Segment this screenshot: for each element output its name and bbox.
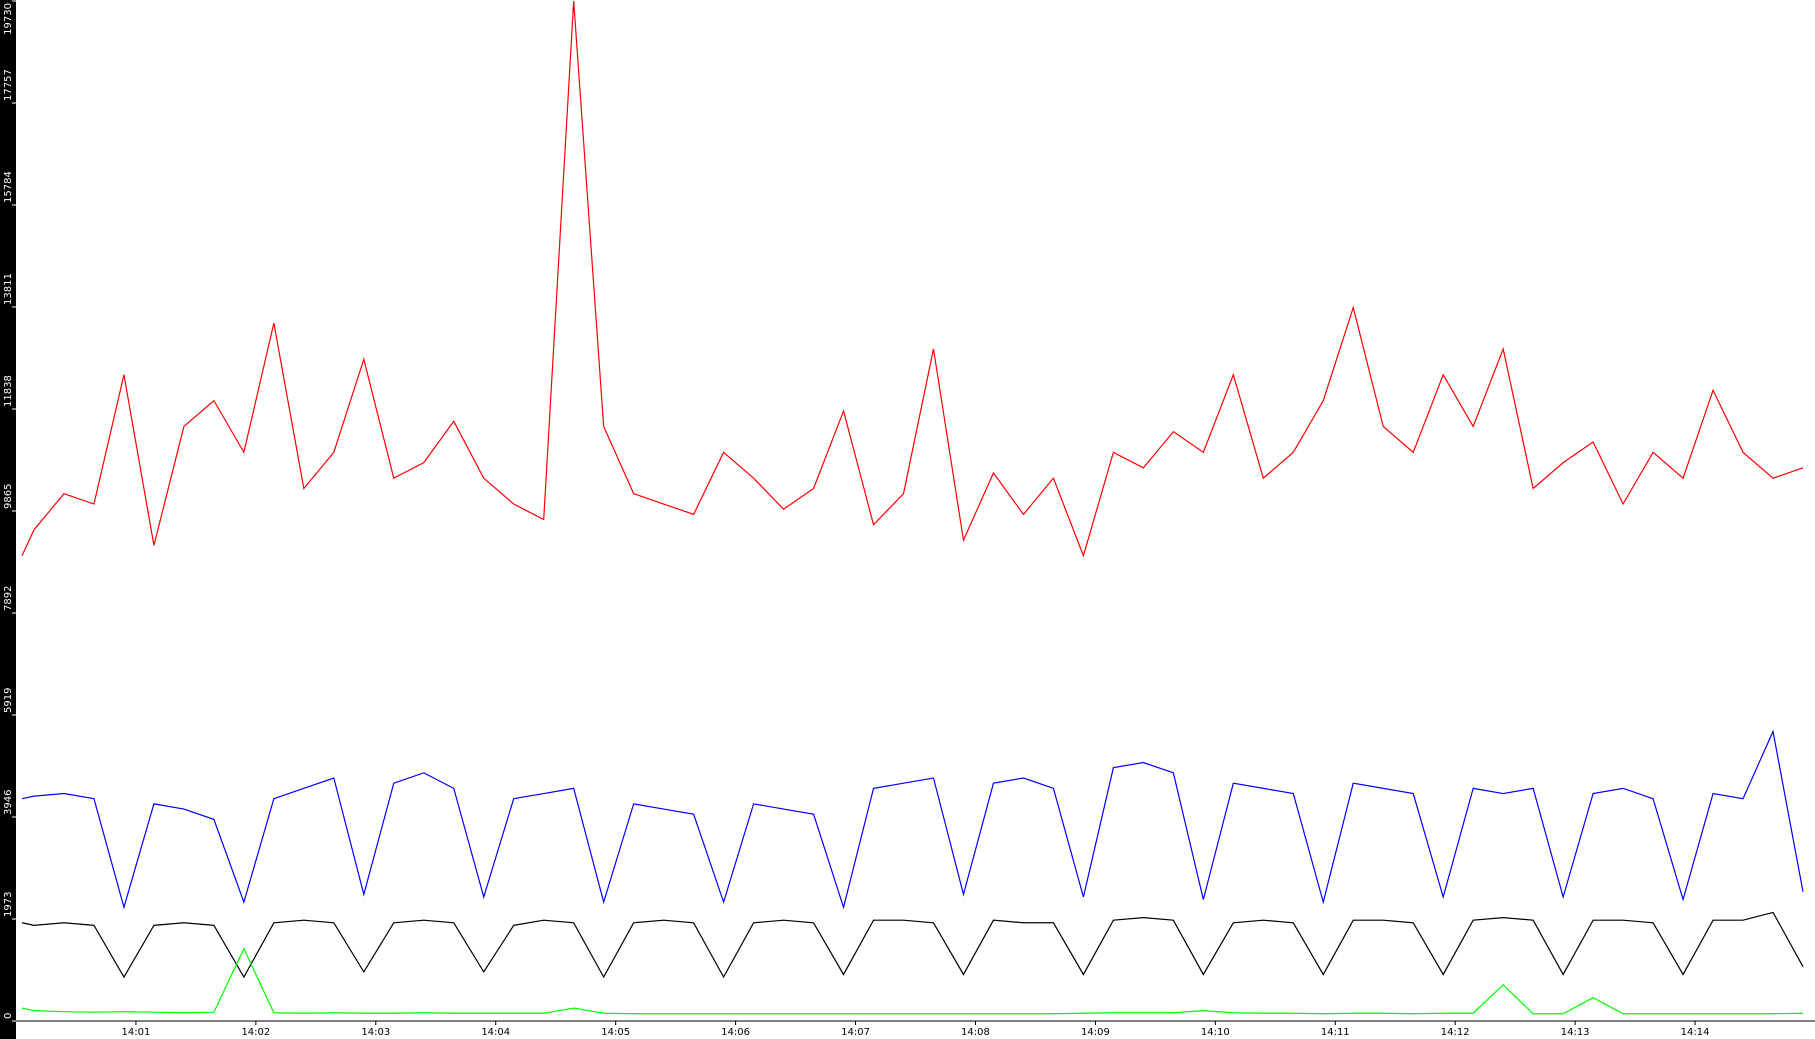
y-tick-label: 0 xyxy=(3,1013,14,1019)
series-line xyxy=(21,0,1804,558)
x-tick-label: 14:14 xyxy=(1681,1027,1710,1038)
y-axis-strip xyxy=(0,0,16,1039)
y-tick-label: 17757 xyxy=(3,69,14,101)
x-tick-label: 14:11 xyxy=(1321,1027,1350,1038)
x-tick-label: 14:12 xyxy=(1441,1027,1470,1038)
series-line xyxy=(21,947,1804,1015)
series-line xyxy=(21,729,1804,910)
y-tick-label: 7892 xyxy=(3,586,14,611)
x-tick-label: 14:13 xyxy=(1561,1027,1590,1038)
x-tick-label: 14:07 xyxy=(841,1027,870,1038)
y-tick-label: 19730 xyxy=(3,3,14,35)
y-tick-label: 11838 xyxy=(3,375,14,407)
y-tick-label: 13811 xyxy=(3,273,14,305)
y-tick-label: 9865 xyxy=(3,484,14,509)
x-tick-label: 14:06 xyxy=(721,1027,750,1038)
x-tick-label: 14:08 xyxy=(961,1027,990,1038)
x-tick-label: 14:10 xyxy=(1201,1027,1230,1038)
x-tick-label: 14:02 xyxy=(241,1027,270,1038)
y-tick-label: 3946 xyxy=(3,790,14,815)
y-tick-label: 15784 xyxy=(3,171,14,203)
x-tick-label: 14:09 xyxy=(1081,1027,1110,1038)
x-tick-label: 14:04 xyxy=(481,1027,510,1038)
x-tick-label: 14:01 xyxy=(122,1027,151,1038)
y-tick-label: 5919 xyxy=(3,688,14,713)
x-tick-label: 14:03 xyxy=(361,1027,390,1038)
y-tick-label: 1973 xyxy=(3,892,14,917)
series-line xyxy=(21,911,1804,979)
x-tick-label: 14:05 xyxy=(601,1027,630,1038)
